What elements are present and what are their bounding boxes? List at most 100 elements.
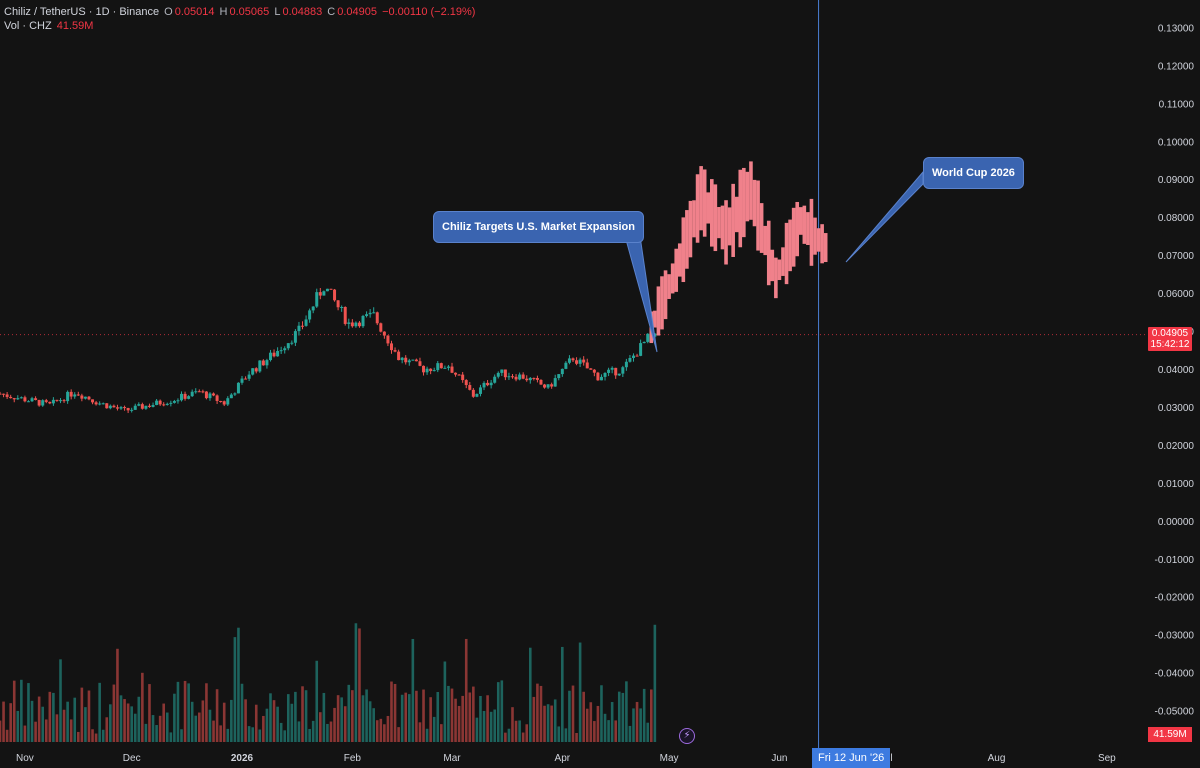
candle-body [172, 400, 176, 403]
candle-body [429, 368, 433, 372]
candle-body [55, 399, 59, 401]
candle-body [293, 331, 297, 343]
volume-bar [642, 688, 646, 742]
forecast-bar [692, 200, 696, 238]
volume-bar [158, 715, 162, 742]
candle-body [425, 368, 429, 373]
volume-bar [596, 705, 600, 742]
volume-bar [472, 686, 475, 742]
volume-bar [23, 725, 27, 742]
candle-body [389, 343, 393, 351]
candle-body [73, 394, 77, 397]
forecast-bar [731, 183, 735, 257]
candle-body [646, 333, 650, 342]
candle-body [115, 407, 119, 409]
callout-market-expansion[interactable]: Chiliz Targets U.S. Market Expansion [433, 211, 644, 243]
candle-body [59, 400, 63, 402]
forecast-bars [649, 161, 828, 344]
candle-body [265, 360, 269, 366]
forecast-bar [823, 233, 828, 263]
volume-bar [422, 689, 425, 742]
volume-bar [215, 689, 219, 742]
volume-bar [404, 692, 408, 742]
volume-bar [383, 724, 386, 742]
volume-bar [653, 624, 657, 742]
volume-bar [294, 691, 297, 742]
candle-body [610, 367, 614, 370]
volume-bar [504, 732, 507, 742]
volume-bar [272, 700, 276, 742]
forecast-bar [749, 161, 753, 220]
forecast-bar [745, 171, 750, 222]
candle-body [176, 400, 180, 402]
forecast-bar [809, 198, 814, 266]
callout-market-expansion-text: Chiliz Targets U.S. Market Expansion [442, 221, 635, 233]
candle-body [315, 292, 319, 307]
callout-world-cup[interactable]: World Cup 2026 [923, 157, 1024, 189]
candle-body [418, 361, 422, 366]
candle-body [197, 391, 201, 393]
volume-bar [521, 732, 525, 742]
volume-bar [646, 722, 650, 742]
candle-body [567, 358, 571, 363]
x-tick-label: May [660, 753, 679, 764]
candle-body [162, 404, 166, 406]
volume-legend-label: Vol · CHZ [4, 20, 52, 32]
volume-bar [80, 687, 84, 742]
volume-bar [468, 692, 472, 742]
volume-bar [386, 715, 390, 742]
volume-bar [532, 696, 536, 742]
candle-body [108, 405, 112, 409]
candle-body [407, 360, 411, 363]
volume-bar [101, 729, 105, 742]
volume-bar [37, 696, 41, 742]
callout-world-cup-text: World Cup 2026 [932, 167, 1015, 179]
crosshair-date-text: Fri 12 Jun '26 [818, 752, 885, 764]
lightning-icon[interactable]: ⚡ [679, 728, 695, 744]
candle-body [272, 352, 276, 357]
forecast-bar [798, 207, 803, 235]
volume-bar [546, 704, 550, 742]
candle-body [244, 378, 248, 380]
candle-body [478, 387, 482, 394]
candle-body [446, 366, 450, 368]
candle-body [279, 350, 283, 352]
legend-change: −0.00110 (−2.19%) [382, 6, 476, 18]
volume-bar [564, 728, 568, 742]
volume-bar [176, 681, 180, 742]
volume-bar [447, 685, 450, 742]
candle-body [365, 314, 369, 316]
candle-body [436, 363, 440, 371]
candle-body [592, 369, 596, 373]
y-tick-label: 0.13000 [1158, 23, 1195, 34]
legend-low-value: 0.04883 [282, 6, 323, 18]
forecast-bar [674, 248, 679, 292]
candle-body [23, 397, 27, 402]
forecast-bar [781, 247, 785, 276]
volume-bar [311, 720, 315, 742]
volume-bar [73, 697, 77, 742]
candle-body [9, 396, 13, 399]
candle-body [212, 393, 216, 396]
forecast-bar [717, 207, 721, 239]
candle-body [215, 395, 219, 401]
volume-bar [237, 627, 240, 742]
volume-bar [205, 683, 208, 742]
volume-bar [112, 684, 116, 742]
last-price-tag: 0.04905 15:42:12 [1148, 327, 1192, 351]
candle-body [51, 399, 55, 404]
volume-bar [109, 704, 112, 742]
forecast-bar [802, 205, 807, 244]
volume-bar [400, 694, 404, 742]
volume-bar [614, 720, 618, 742]
candle-body [208, 393, 212, 399]
volume-bar [482, 710, 486, 742]
candle-body [375, 312, 379, 324]
volume-bar [333, 707, 336, 742]
forecast-bar [710, 179, 714, 247]
candle-body [528, 377, 532, 381]
candle-body [496, 372, 500, 377]
candle-body [596, 372, 600, 381]
y-tick-label: 0.00000 [1158, 517, 1195, 528]
